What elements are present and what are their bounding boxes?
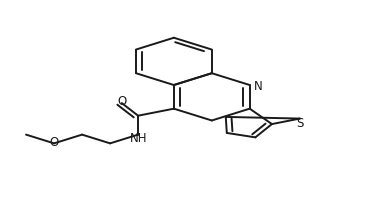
Text: S: S	[296, 116, 304, 129]
Text: O: O	[117, 94, 126, 107]
Text: NH: NH	[130, 131, 147, 144]
Text: N: N	[254, 79, 262, 92]
Text: O: O	[49, 135, 58, 148]
